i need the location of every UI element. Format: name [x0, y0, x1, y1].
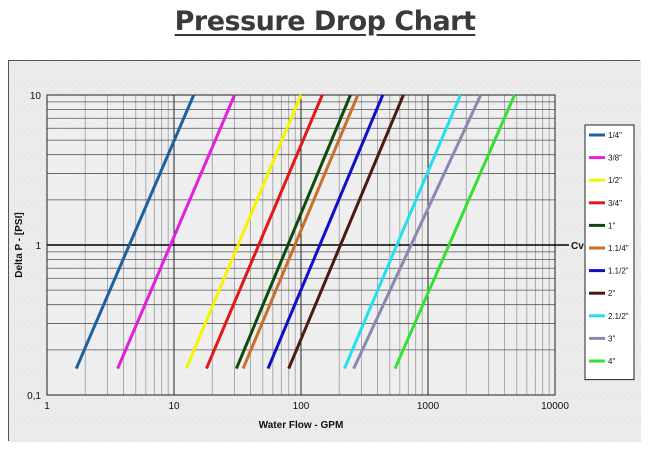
legend-label: 3/8": [608, 154, 622, 163]
y-tick-label: 1: [35, 241, 41, 252]
x-tick-label: 10: [168, 401, 180, 412]
x-tick-label: 1: [44, 401, 50, 412]
series-line-1-1-4-: [241, 94, 360, 370]
y-tick-label: 10: [30, 91, 42, 102]
series-line-3-: [352, 94, 483, 370]
series-line-2-1-2-: [343, 94, 462, 370]
legend-label: 3/4": [608, 199, 622, 208]
series-line-3-8-: [116, 94, 236, 370]
legend-label: 2": [608, 289, 615, 298]
legend-label: 1": [608, 221, 615, 230]
legend-label: 2.1/2": [608, 312, 629, 321]
series-line-3-4-: [205, 94, 324, 370]
legend-label: 1.1/2": [608, 267, 629, 276]
y-axis-title: Delta P - [PSI]: [14, 212, 25, 277]
series-line-1-1-2-: [266, 94, 385, 370]
series-line-1-2-: [184, 94, 303, 370]
legend-label: 1.1/4": [608, 244, 629, 253]
x-axis-title: Water Flow - GPM: [259, 420, 344, 431]
x-tick-label: 100: [293, 401, 310, 412]
cv-label: Cv: [571, 241, 584, 252]
legend-label: 3": [608, 334, 615, 343]
x-tick-label: 10000: [541, 401, 569, 412]
x-tick-label: 1000: [417, 401, 440, 412]
chart-title: Pressure Drop Chart: [174, 6, 476, 37]
legend-box: [584, 124, 635, 381]
legend-label: 1/4": [608, 131, 622, 140]
chart-frame: Cv 1 10 100 1000 10000 0,1 1 10 Water Flow - GPM D…: [8, 60, 641, 442]
series-line-1-: [235, 94, 352, 370]
legend-label: 4": [608, 357, 615, 366]
legend-label: 1/2": [608, 176, 622, 185]
series-line-2-: [287, 94, 405, 370]
series-line-1-4-: [74, 94, 196, 370]
series-line-4-: [393, 94, 516, 370]
y-tick-label: 0,1: [27, 391, 41, 402]
